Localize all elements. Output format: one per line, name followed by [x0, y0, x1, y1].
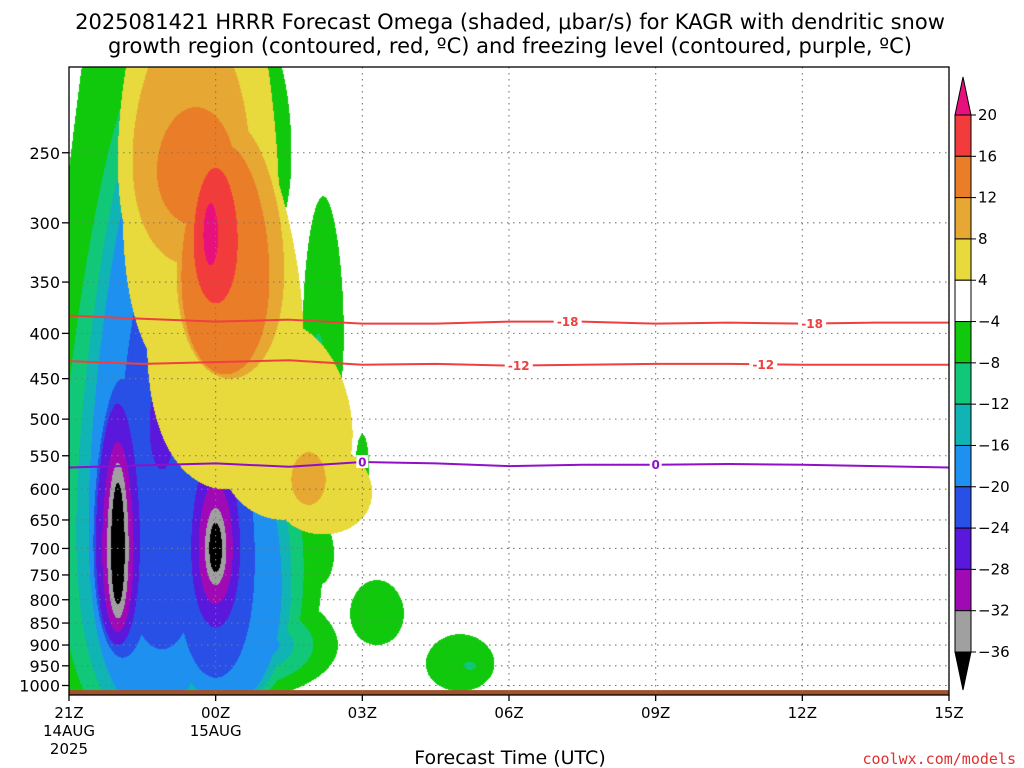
contour-label-bg: [504, 358, 533, 372]
contour-label: 0: [651, 458, 659, 472]
colorbar-bin: [954, 486, 972, 529]
colorbar-label: 16: [978, 147, 997, 165]
contour-label: -18: [557, 315, 579, 329]
y-tick-label: 400: [29, 324, 60, 343]
y-axis: 250 300 350 400 450 500 550 600 650 700 750 800 850 9…: [19, 144, 69, 696]
colorbar-label: −32: [978, 602, 1010, 620]
x-tick-label: 06Z: [494, 704, 523, 722]
colorbar-min-triangle: [954, 651, 972, 691]
contour-label: -12: [752, 358, 774, 372]
x-tick-date-label: 14AUG: [43, 722, 95, 740]
colorbar-label: 8: [978, 230, 988, 248]
credit-label: coolwx.com/models: [862, 750, 1016, 768]
colorbar-bin: [954, 321, 972, 364]
colorbar-bin: [954, 444, 972, 488]
y-tick-label: 300: [29, 214, 60, 233]
x-tick-label: 00Z: [201, 704, 230, 722]
contour-label-bg: [798, 316, 827, 330]
colorbar-max-triangle: [954, 76, 972, 116]
y-tick-label: 500: [29, 410, 60, 429]
contours: -18 -18 -12 -12 0 0: [68, 314, 950, 472]
y-tick-label: 750: [29, 566, 60, 585]
x-tick-label: 09Z: [641, 704, 670, 722]
y-tick-label: 550: [29, 447, 60, 466]
contour-label-bg: [356, 454, 369, 468]
colorbar-bin: [954, 197, 972, 240]
ground-surface: [69, 690, 949, 695]
x-axis-title: Forecast Time (UTC): [414, 747, 605, 768]
colorbar: 20 16 12 8 4 −4 −8 −12 −16 −20 −24 −28 −32 −36: [954, 76, 1010, 691]
colorbar-label: −20: [978, 478, 1010, 496]
colorbar-bin: [954, 403, 972, 446]
colorbar-label: −28: [978, 560, 1010, 578]
colorbar-label: −16: [978, 436, 1010, 454]
colorbar-label: −24: [978, 519, 1010, 537]
y-tick-label: 900: [29, 636, 60, 655]
colorbar-bin: [954, 279, 972, 323]
y-tick-label: 600: [29, 480, 60, 499]
x-tick-label: 15Z: [934, 704, 963, 722]
chart-title-line-1: 2025081421 HRRR Forecast Omega (shaded, …: [75, 10, 945, 34]
colorbar-label: −8: [978, 354, 1000, 372]
colorbar-bin: [954, 238, 972, 281]
colorbar-label: 12: [978, 189, 997, 207]
x-tick-label: 12Z: [788, 704, 817, 722]
y-tick-label: 1000: [19, 677, 60, 696]
y-tick-label: 250: [29, 144, 60, 163]
x-tick-label: 03Z: [348, 704, 377, 722]
y-tick-label: 350: [29, 273, 60, 292]
omega-shaded-field: [69, 67, 949, 695]
plot-area: -18 -18 -12 -12 0 0: [68, 66, 950, 696]
y-tick-label: 450: [29, 370, 60, 389]
contour-label: 0: [358, 455, 366, 469]
contour-label-bg: [649, 457, 662, 471]
contour-label: -18: [801, 317, 823, 331]
contour-line: [68, 460, 950, 469]
colorbar-label: −4: [978, 313, 1000, 331]
contour-label-bg: [553, 314, 582, 328]
chart-title-line-2: growth region (contoured, red, ºC) and f…: [108, 34, 912, 58]
colorbar-bin: [954, 568, 972, 612]
contour-label: -12: [508, 359, 530, 373]
colorbar-label: −36: [978, 643, 1010, 661]
colorbar-bin: [954, 114, 972, 157]
colorbar-bin: [954, 610, 972, 653]
colorbar-label: −12: [978, 395, 1010, 413]
y-tick-label: 650: [29, 511, 60, 530]
x-tick-year-label: 2025: [50, 740, 88, 758]
colorbar-label: 4: [978, 271, 988, 289]
y-tick-label: 700: [29, 539, 60, 558]
colorbar-bin: [954, 362, 972, 405]
y-tick-label: 950: [29, 657, 60, 676]
colorbar-label: 20: [978, 106, 997, 124]
contour-label-bg: [749, 357, 778, 371]
x-tick-label: 21Z: [54, 704, 83, 722]
y-tick-label: 850: [29, 614, 60, 633]
colorbar-bin: [954, 155, 972, 199]
x-tick-date-label: 15AUG: [190, 722, 242, 740]
y-tick-label: 800: [29, 591, 60, 610]
colorbar-bin: [954, 527, 972, 570]
